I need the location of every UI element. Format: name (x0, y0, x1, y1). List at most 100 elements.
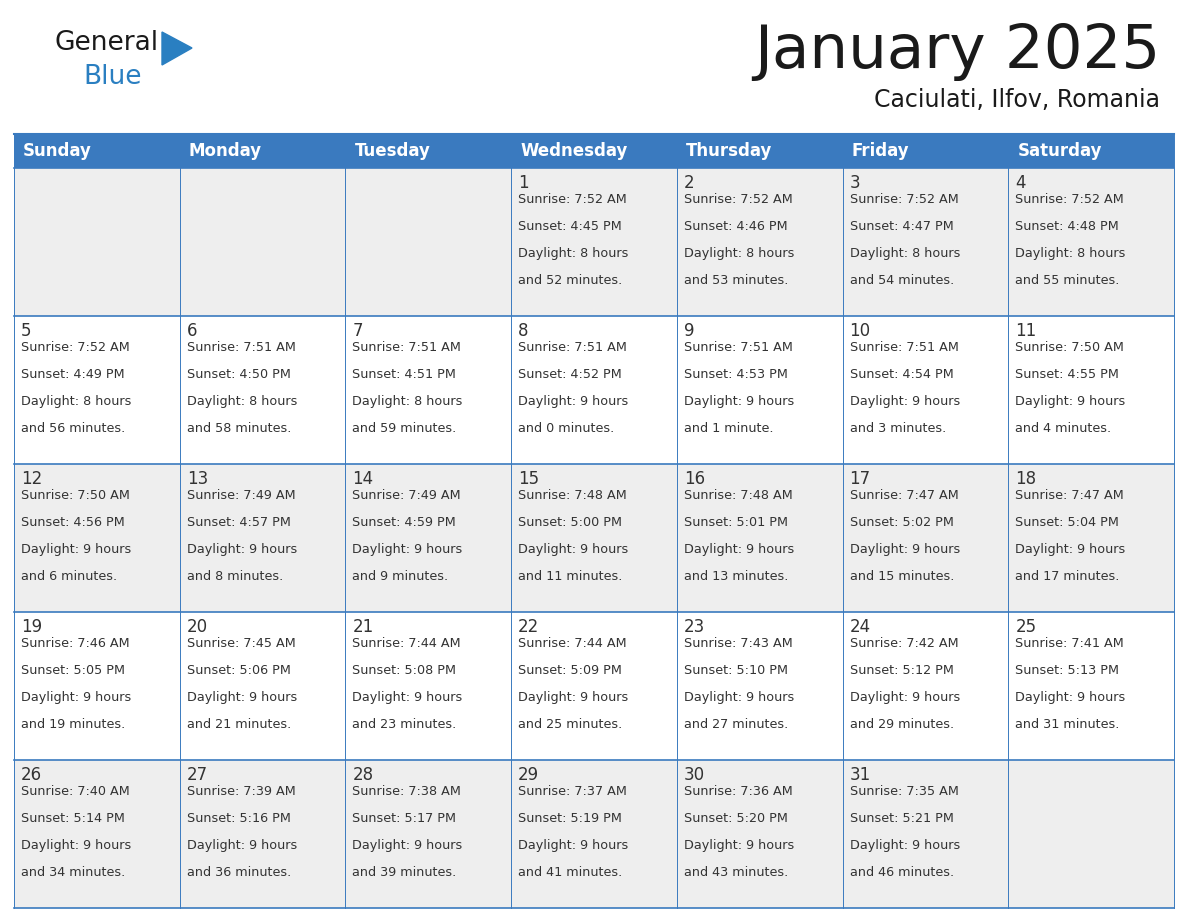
Text: Daylight: 9 hours: Daylight: 9 hours (21, 839, 131, 852)
Bar (677, 316, 842, 464)
Text: 5: 5 (21, 322, 32, 340)
Text: Daylight: 9 hours: Daylight: 9 hours (353, 543, 462, 555)
Text: Daylight: 9 hours: Daylight: 9 hours (684, 839, 794, 852)
Text: Sunrise: 7:51 AM: Sunrise: 7:51 AM (849, 341, 959, 354)
Text: and 3 minutes.: and 3 minutes. (849, 421, 946, 435)
Text: Sunrise: 7:52 AM: Sunrise: 7:52 AM (684, 193, 792, 206)
Text: Sunset: 5:10 PM: Sunset: 5:10 PM (684, 664, 788, 677)
Text: and 54 minutes.: and 54 minutes. (849, 274, 954, 286)
Text: and 15 minutes.: and 15 minutes. (849, 570, 954, 583)
Text: Sunrise: 7:52 AM: Sunrise: 7:52 AM (518, 193, 627, 206)
Text: 4: 4 (1016, 174, 1025, 192)
Text: Sunrise: 7:43 AM: Sunrise: 7:43 AM (684, 637, 792, 650)
Text: 1: 1 (518, 174, 529, 192)
Text: 17: 17 (849, 470, 871, 488)
Text: 2: 2 (684, 174, 695, 192)
Text: Sunset: 5:19 PM: Sunset: 5:19 PM (518, 812, 623, 825)
Text: Sunset: 5:17 PM: Sunset: 5:17 PM (353, 812, 456, 825)
Text: Sunset: 4:46 PM: Sunset: 4:46 PM (684, 220, 788, 233)
Polygon shape (162, 32, 192, 65)
Text: and 43 minutes.: and 43 minutes. (684, 866, 788, 879)
Text: and 9 minutes.: and 9 minutes. (353, 570, 449, 583)
Text: Sunrise: 7:40 AM: Sunrise: 7:40 AM (21, 785, 129, 798)
Text: Sunrise: 7:42 AM: Sunrise: 7:42 AM (849, 637, 959, 650)
Text: 6: 6 (187, 322, 197, 340)
Bar (842, 316, 1009, 464)
Text: and 52 minutes.: and 52 minutes. (518, 274, 623, 286)
Bar (346, 760, 511, 908)
Bar (511, 612, 677, 760)
Text: Sunset: 5:02 PM: Sunset: 5:02 PM (849, 516, 954, 529)
Bar (14, 316, 179, 464)
Text: 29: 29 (518, 766, 539, 784)
Text: Sunset: 4:50 PM: Sunset: 4:50 PM (187, 368, 291, 381)
Text: 23: 23 (684, 618, 706, 636)
Text: Sunrise: 7:51 AM: Sunrise: 7:51 AM (518, 341, 627, 354)
Text: Sunset: 4:56 PM: Sunset: 4:56 PM (21, 516, 125, 529)
Text: 3: 3 (849, 174, 860, 192)
Bar (14, 168, 179, 316)
Text: Sunset: 5:04 PM: Sunset: 5:04 PM (1016, 516, 1119, 529)
Text: and 1 minute.: and 1 minute. (684, 421, 773, 435)
Text: Monday: Monday (189, 142, 261, 160)
Text: 11: 11 (1016, 322, 1037, 340)
Text: Sunset: 5:14 PM: Sunset: 5:14 PM (21, 812, 125, 825)
Bar (842, 464, 1009, 612)
Text: January 2025: January 2025 (753, 22, 1159, 81)
Text: Daylight: 9 hours: Daylight: 9 hours (684, 395, 794, 408)
Text: Sunrise: 7:47 AM: Sunrise: 7:47 AM (849, 489, 959, 502)
Bar (14, 464, 179, 612)
Text: and 46 minutes.: and 46 minutes. (849, 866, 954, 879)
Text: Sunrise: 7:38 AM: Sunrise: 7:38 AM (353, 785, 461, 798)
Text: Sunrise: 7:48 AM: Sunrise: 7:48 AM (518, 489, 627, 502)
Text: 25: 25 (1016, 618, 1036, 636)
Text: Sunset: 4:55 PM: Sunset: 4:55 PM (1016, 368, 1119, 381)
Text: Sunrise: 7:45 AM: Sunrise: 7:45 AM (187, 637, 296, 650)
Text: and 55 minutes.: and 55 minutes. (1016, 274, 1119, 286)
Text: Sunset: 4:47 PM: Sunset: 4:47 PM (849, 220, 953, 233)
Text: Sunset: 4:49 PM: Sunset: 4:49 PM (21, 368, 125, 381)
Text: and 39 minutes.: and 39 minutes. (353, 866, 456, 879)
Text: Daylight: 9 hours: Daylight: 9 hours (849, 395, 960, 408)
Text: Sunset: 4:59 PM: Sunset: 4:59 PM (353, 516, 456, 529)
Text: Daylight: 8 hours: Daylight: 8 hours (684, 247, 795, 260)
Text: 7: 7 (353, 322, 362, 340)
Text: and 21 minutes.: and 21 minutes. (187, 718, 291, 731)
Text: Daylight: 9 hours: Daylight: 9 hours (1016, 395, 1125, 408)
Text: Sunset: 4:54 PM: Sunset: 4:54 PM (849, 368, 953, 381)
Bar (1009, 760, 1174, 908)
Bar (511, 464, 677, 612)
Text: Wednesday: Wednesday (520, 142, 627, 160)
Bar (677, 612, 842, 760)
Text: General: General (55, 30, 159, 56)
Text: Sunday: Sunday (23, 142, 91, 160)
Text: Sunrise: 7:37 AM: Sunrise: 7:37 AM (518, 785, 627, 798)
Bar (346, 464, 511, 612)
Text: Daylight: 9 hours: Daylight: 9 hours (518, 691, 628, 704)
Text: Sunset: 5:06 PM: Sunset: 5:06 PM (187, 664, 291, 677)
Bar (511, 760, 677, 908)
Text: and 23 minutes.: and 23 minutes. (353, 718, 456, 731)
Bar (179, 168, 346, 316)
Text: Sunset: 4:48 PM: Sunset: 4:48 PM (1016, 220, 1119, 233)
Text: Sunset: 4:51 PM: Sunset: 4:51 PM (353, 368, 456, 381)
Bar (842, 612, 1009, 760)
Bar (677, 464, 842, 612)
Text: Tuesday: Tuesday (354, 142, 430, 160)
Bar (1009, 316, 1174, 464)
Text: Daylight: 8 hours: Daylight: 8 hours (187, 395, 297, 408)
Text: Daylight: 9 hours: Daylight: 9 hours (1016, 543, 1125, 555)
Text: 19: 19 (21, 618, 42, 636)
Text: Sunrise: 7:35 AM: Sunrise: 7:35 AM (849, 785, 959, 798)
Bar (346, 168, 511, 316)
Text: Sunrise: 7:49 AM: Sunrise: 7:49 AM (187, 489, 296, 502)
Text: Daylight: 9 hours: Daylight: 9 hours (518, 839, 628, 852)
Bar (14, 760, 179, 908)
Text: Thursday: Thursday (685, 142, 772, 160)
Text: and 0 minutes.: and 0 minutes. (518, 421, 614, 435)
Bar (842, 760, 1009, 908)
Bar (14, 612, 179, 760)
Text: Saturday: Saturday (1017, 142, 1101, 160)
Text: Sunrise: 7:52 AM: Sunrise: 7:52 AM (21, 341, 129, 354)
Text: Sunset: 4:45 PM: Sunset: 4:45 PM (518, 220, 621, 233)
